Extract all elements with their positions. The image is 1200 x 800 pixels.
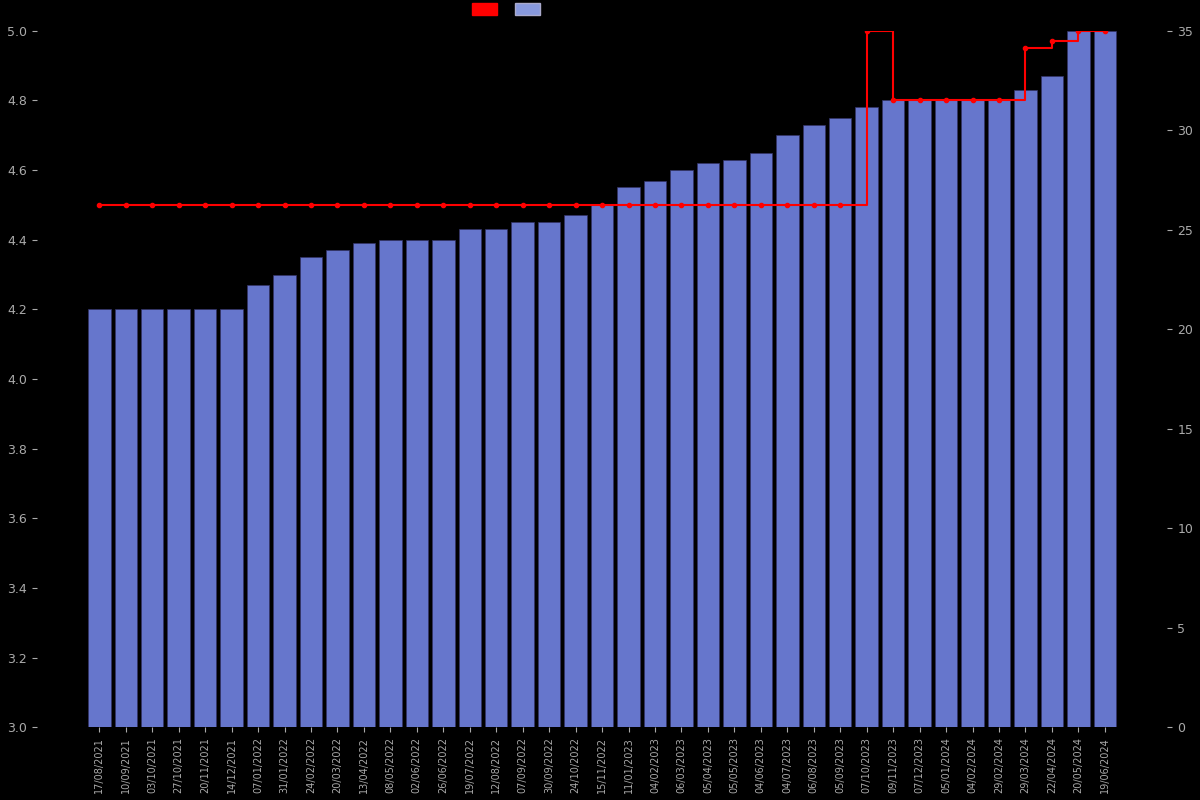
Bar: [432, 240, 455, 727]
Bar: [988, 101, 1010, 727]
Bar: [300, 257, 323, 727]
Bar: [856, 107, 878, 727]
Bar: [670, 170, 692, 727]
Bar: [697, 163, 719, 727]
Bar: [88, 310, 110, 727]
Bar: [961, 101, 984, 727]
Bar: [538, 222, 560, 727]
Bar: [643, 181, 666, 727]
Bar: [1014, 90, 1037, 727]
Bar: [168, 310, 190, 727]
Bar: [247, 285, 269, 727]
Bar: [1040, 76, 1063, 727]
Legend: , : ,: [472, 3, 551, 17]
Bar: [882, 101, 905, 727]
Bar: [379, 240, 402, 727]
Bar: [590, 205, 613, 727]
Bar: [326, 250, 349, 727]
Bar: [221, 310, 242, 727]
Bar: [750, 153, 772, 727]
Bar: [458, 230, 481, 727]
Bar: [803, 125, 824, 727]
Bar: [908, 101, 931, 727]
Bar: [114, 310, 137, 727]
Bar: [353, 243, 376, 727]
Bar: [1067, 31, 1090, 727]
Bar: [724, 160, 745, 727]
Bar: [776, 135, 798, 727]
Bar: [194, 310, 216, 727]
Bar: [511, 222, 534, 727]
Bar: [617, 187, 640, 727]
Bar: [274, 274, 295, 727]
Bar: [485, 230, 508, 727]
Bar: [1093, 31, 1116, 727]
Bar: [935, 101, 958, 727]
Bar: [564, 215, 587, 727]
Bar: [140, 310, 163, 727]
Bar: [406, 240, 428, 727]
Bar: [829, 118, 852, 727]
